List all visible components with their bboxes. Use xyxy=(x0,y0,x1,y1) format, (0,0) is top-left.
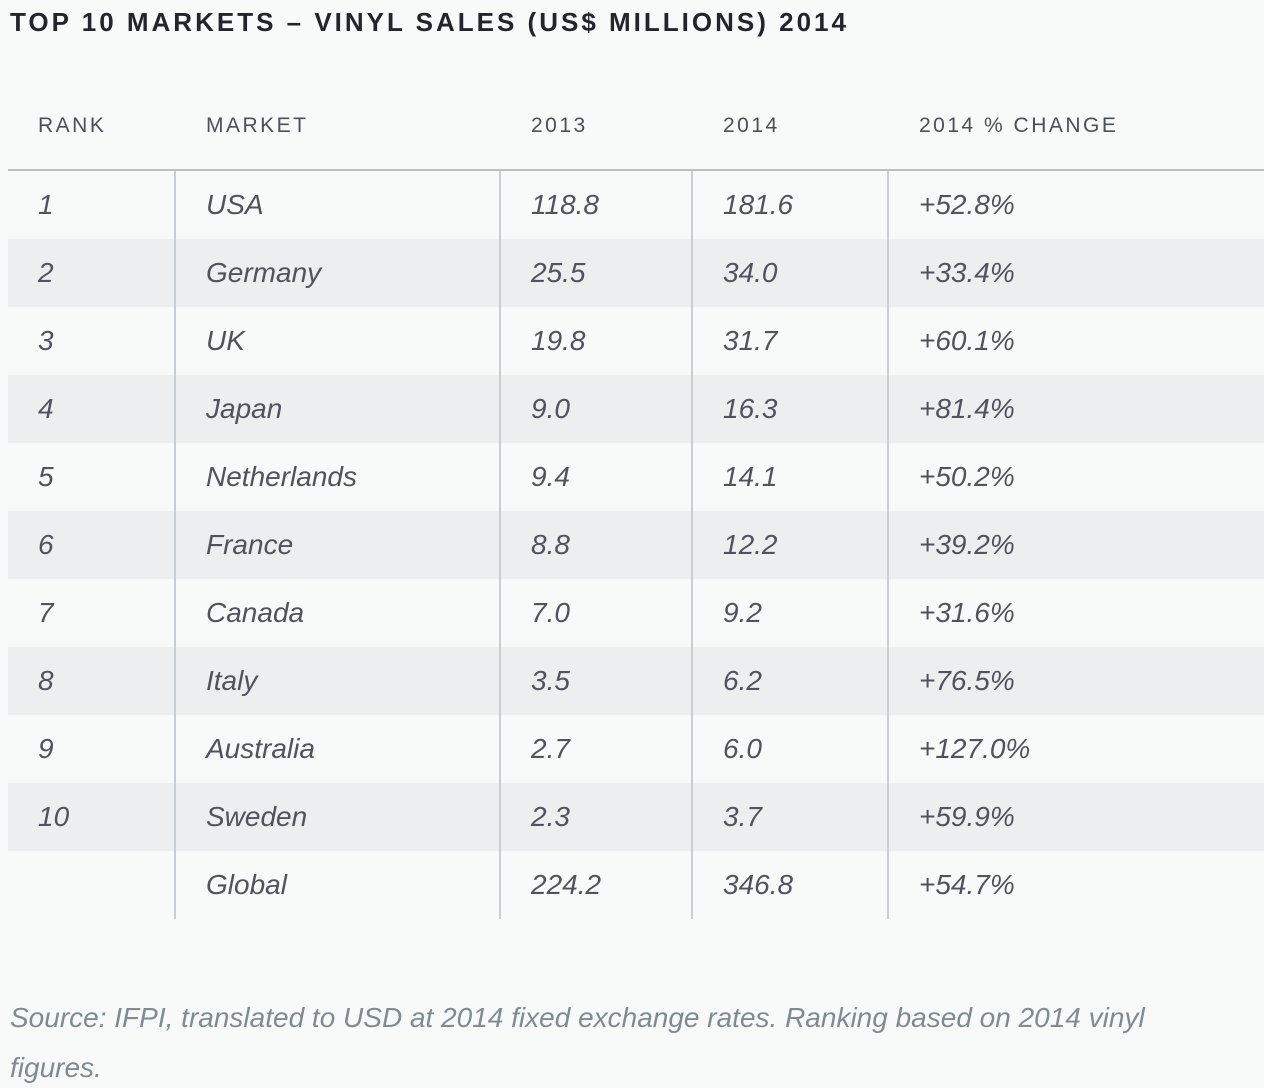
page-title: TOP 10 MARKETS – VINYL SALES (US$ MILLIO… xyxy=(10,7,849,37)
cell-rank: 3 xyxy=(8,307,176,375)
cell-pct-change: +52.8% xyxy=(919,189,1015,220)
cell-market: France xyxy=(176,511,501,579)
cell-rank: 1 xyxy=(8,171,176,239)
cell-2014-value: 9.2 xyxy=(693,579,889,647)
cell-market: Germany xyxy=(176,239,501,307)
column-header-market: MARKET xyxy=(206,114,309,137)
table-body: 1 USA 118.8 181.6 +52.8% 2 Germany 25.5 … xyxy=(8,169,1264,919)
cell-2013-value: 9.0 xyxy=(501,375,693,443)
cell-2013-value: 9.4 xyxy=(501,443,693,511)
table-row: 9 Australia 2.7 6.0 +127.0% xyxy=(8,715,1264,783)
cell-rank: 9 xyxy=(8,715,176,783)
column-header-2013: 2013 xyxy=(531,114,588,137)
source-note: Source: IFPI, translated to USD at 2014 … xyxy=(10,1002,1145,1083)
cell-2014-value: 181.6 xyxy=(693,171,889,239)
cell-2014-value: 16.3 xyxy=(693,375,889,443)
vinyl-sales-report: TOP 10 MARKETS – VINYL SALES (US$ MILLIO… xyxy=(0,6,1264,1088)
cell-2013-value: 8.8 xyxy=(501,511,693,579)
cell-rank: 4 xyxy=(8,375,176,443)
cell-pct-change: +127.0% xyxy=(919,733,1031,764)
table-row: 7 Canada 7.0 9.2 +31.6% xyxy=(8,579,1264,647)
cell-market: Sweden xyxy=(176,783,501,851)
cell-market: Japan xyxy=(176,375,501,443)
cell-2014-value: 6.0 xyxy=(693,715,889,783)
cell-pct-change: +33.4% xyxy=(919,257,1015,288)
cell-2014-value: 3.7 xyxy=(693,783,889,851)
cell-pct-change: +54.7% xyxy=(919,869,1015,900)
cell-rank: 5 xyxy=(8,443,176,511)
cell-2014-value: 6.2 xyxy=(693,647,889,715)
cell-pct-change: +31.6% xyxy=(919,597,1015,628)
column-header-change: 2014 % CHANGE xyxy=(919,114,1119,137)
table-row: 3 UK 19.8 31.7 +60.1% xyxy=(8,307,1264,375)
table-row: 2 Germany 25.5 34.0 +33.4% xyxy=(8,239,1264,307)
table-row: Global 224.2 346.8 +54.7% xyxy=(8,851,1264,919)
cell-2014-value: 34.0 xyxy=(693,239,889,307)
table-row: 5 Netherlands 9.4 14.1 +50.2% xyxy=(8,443,1264,511)
column-header-rank: RANK xyxy=(38,114,107,137)
table-row: 10 Sweden 2.3 3.7 +59.9% xyxy=(8,783,1264,851)
cell-pct-change: +39.2% xyxy=(919,529,1015,560)
cell-market: Australia xyxy=(176,715,501,783)
cell-rank: 6 xyxy=(8,511,176,579)
table-row: 8 Italy 3.5 6.2 +76.5% xyxy=(8,647,1264,715)
cell-pct-change: +81.4% xyxy=(919,393,1015,424)
cell-2013-value: 2.7 xyxy=(501,715,693,783)
cell-2014-value: 346.8 xyxy=(693,851,889,919)
cell-rank: 10 xyxy=(8,783,176,851)
table-header-row: RANK MARKET 2013 2014 2014 % CHANGE xyxy=(8,114,1264,169)
cell-2013-value: 19.8 xyxy=(501,307,693,375)
cell-2013-value: 118.8 xyxy=(501,171,693,239)
cell-2013-value: 7.0 xyxy=(501,579,693,647)
cell-market: Canada xyxy=(176,579,501,647)
cell-rank: 8 xyxy=(8,647,176,715)
table-row: 4 Japan 9.0 16.3 +81.4% xyxy=(8,375,1264,443)
cell-market: UK xyxy=(176,307,501,375)
cell-market: USA xyxy=(176,171,501,239)
cell-2013-value: 25.5 xyxy=(501,239,693,307)
cell-2014-value: 14.1 xyxy=(693,443,889,511)
cell-2014-value: 12.2 xyxy=(693,511,889,579)
cell-market: Global xyxy=(176,851,501,919)
cell-rank: 2 xyxy=(8,239,176,307)
table-row: 1 USA 118.8 181.6 +52.8% xyxy=(8,171,1264,239)
cell-pct-change: +60.1% xyxy=(919,325,1015,356)
cell-2013-value: 3.5 xyxy=(501,647,693,715)
cell-2014-value: 31.7 xyxy=(693,307,889,375)
cell-pct-change: +50.2% xyxy=(919,461,1015,492)
cell-rank xyxy=(8,851,176,919)
table-row: 6 France 8.8 12.2 +39.2% xyxy=(8,511,1264,579)
cell-market: Italy xyxy=(176,647,501,715)
cell-rank: 7 xyxy=(8,579,176,647)
cell-market: Netherlands xyxy=(176,443,501,511)
column-header-2014: 2014 xyxy=(723,114,780,137)
cell-pct-change: +59.9% xyxy=(919,801,1015,832)
cell-2013-value: 2.3 xyxy=(501,783,693,851)
cell-pct-change: +76.5% xyxy=(919,665,1015,696)
cell-2013-value: 224.2 xyxy=(501,851,693,919)
